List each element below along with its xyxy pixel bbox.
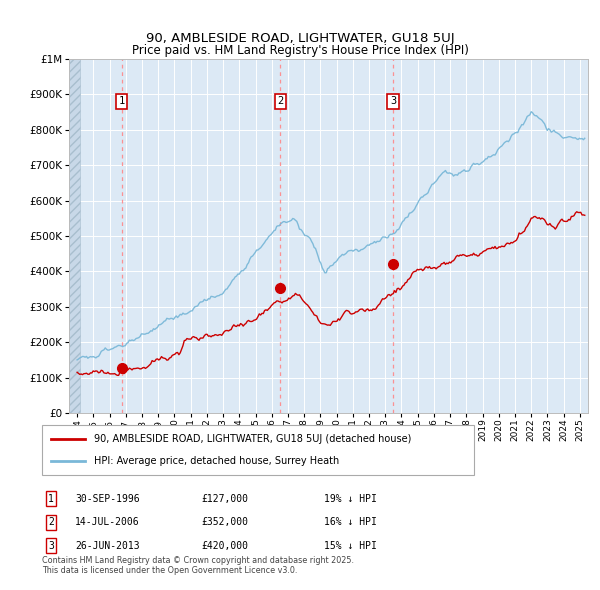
Text: 90, AMBLESIDE ROAD, LIGHTWATER, GU18 5UJ: 90, AMBLESIDE ROAD, LIGHTWATER, GU18 5UJ <box>146 32 454 45</box>
Text: 15% ↓ HPI: 15% ↓ HPI <box>324 541 377 550</box>
Text: Contains HM Land Registry data © Crown copyright and database right 2025.
This d: Contains HM Land Registry data © Crown c… <box>42 556 354 575</box>
Text: 1: 1 <box>48 494 54 503</box>
FancyBboxPatch shape <box>42 425 474 475</box>
Text: £352,000: £352,000 <box>201 517 248 527</box>
Text: HPI: Average price, detached house, Surrey Heath: HPI: Average price, detached house, Surr… <box>94 456 339 466</box>
Text: 2: 2 <box>277 97 284 106</box>
Text: 26-JUN-2013: 26-JUN-2013 <box>75 541 140 550</box>
Text: 14-JUL-2006: 14-JUL-2006 <box>75 517 140 527</box>
Text: 3: 3 <box>390 97 396 106</box>
Text: 90, AMBLESIDE ROAD, LIGHTWATER, GU18 5UJ (detached house): 90, AMBLESIDE ROAD, LIGHTWATER, GU18 5UJ… <box>94 434 411 444</box>
Text: 16% ↓ HPI: 16% ↓ HPI <box>324 517 377 527</box>
Text: 2: 2 <box>48 517 54 527</box>
Text: 3: 3 <box>48 541 54 550</box>
Text: 30-SEP-1996: 30-SEP-1996 <box>75 494 140 503</box>
Text: Price paid vs. HM Land Registry's House Price Index (HPI): Price paid vs. HM Land Registry's House … <box>131 44 469 57</box>
Text: £420,000: £420,000 <box>201 541 248 550</box>
Bar <box>69 59 80 413</box>
Text: 19% ↓ HPI: 19% ↓ HPI <box>324 494 377 503</box>
Text: 1: 1 <box>119 97 125 106</box>
Text: £127,000: £127,000 <box>201 494 248 503</box>
